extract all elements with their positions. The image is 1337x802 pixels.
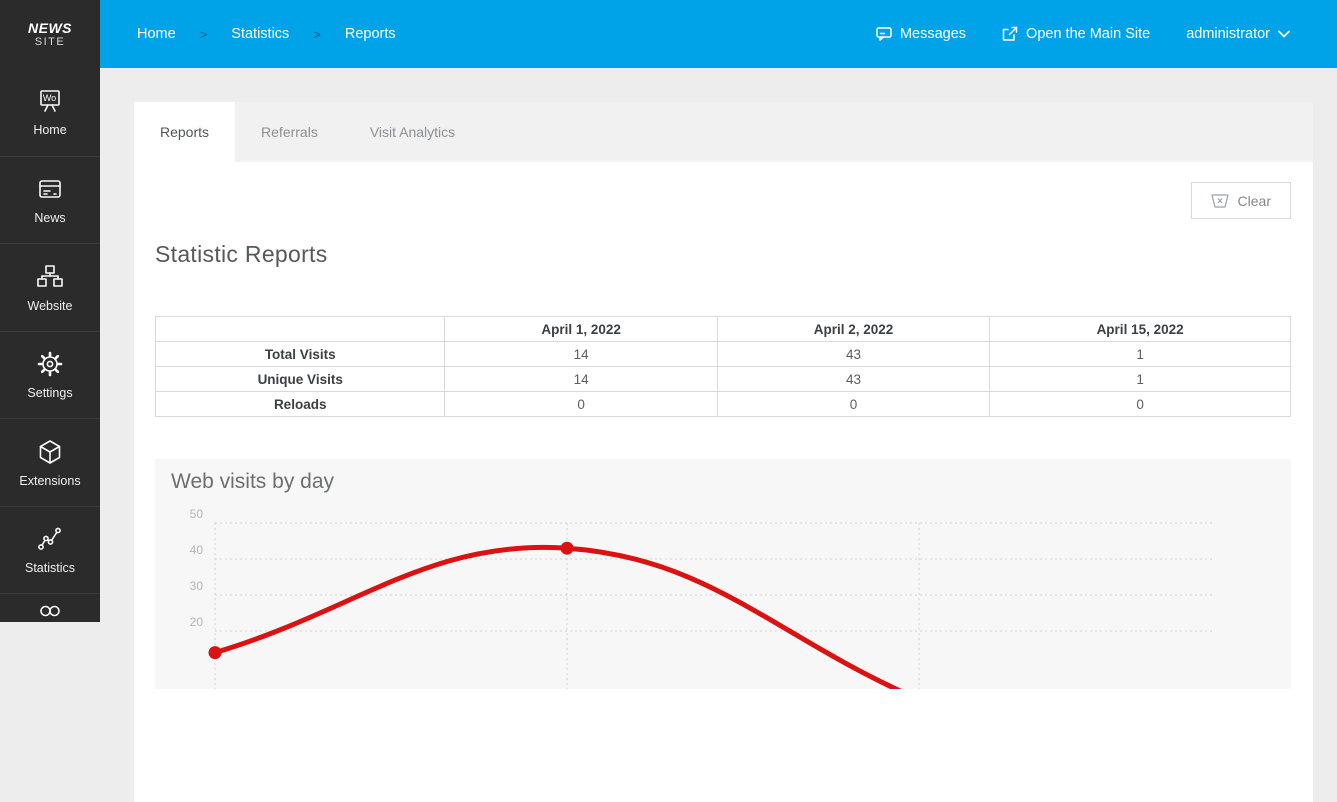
column-header-empty — [154, 316, 446, 342]
user-menu[interactable]: administrator — [1186, 26, 1290, 42]
chart-title: Web visits by day — [171, 470, 335, 493]
breadcrumb-statistics[interactable]: Statistics — [231, 26, 290, 42]
svg-text:20: 20 — [190, 615, 204, 629]
column-header-date: April 2, 2022 — [716, 316, 991, 342]
cell-value: 0 — [716, 391, 991, 417]
svg-text:30: 30 — [190, 579, 204, 593]
page-title: Statistic Reports — [155, 241, 328, 267]
sidebar-item-label: Settings — [27, 386, 73, 401]
gear-icon — [35, 349, 65, 379]
breadcrumb: Home > Statistics > Reports — [137, 26, 396, 42]
sidebar-item-statistics[interactable]: Statistics — [0, 505, 100, 594]
table-row: Total Visits 14 43 1 — [154, 341, 1291, 367]
tab-visit-analytics[interactable]: Visit Analytics — [369, 124, 456, 140]
tab-reports[interactable]: Reports — [134, 102, 236, 162]
breadcrumb-separator: > — [313, 26, 321, 42]
cell-value: 43 — [716, 366, 991, 392]
breadcrumb-reports[interactable]: Reports — [344, 26, 396, 42]
user-name: administrator — [1186, 26, 1270, 42]
logo-line1: NEWS — [28, 19, 72, 36]
open-main-site-button[interactable]: Open the Main Site — [1002, 26, 1150, 42]
sidebar-item-label: News — [34, 211, 66, 226]
sidebar-item-home[interactable]: Wo Home — [0, 68, 100, 156]
sidebar-item-users[interactable] — [0, 593, 100, 633]
main-area: Reports Referrals Visit Analytics Clear … — [100, 68, 1337, 802]
breadcrumb-separator: > — [199, 26, 208, 42]
cell-value: 0 — [444, 391, 718, 417]
app-logo[interactable]: NEWS SITE — [0, 0, 100, 68]
chevron-down-icon — [1278, 30, 1290, 38]
svg-text:40: 40 — [190, 543, 204, 557]
clear-button-label: Clear — [1237, 192, 1271, 209]
cube-icon — [35, 437, 65, 467]
breadcrumb-home[interactable]: Home — [137, 26, 176, 42]
messages-button[interactable]: Messages — [876, 26, 966, 42]
visits-line-chart: 50 40 30 20 — [190, 507, 1215, 689]
message-bubble-icon — [876, 27, 892, 41]
top-bar: NEWS SITE Home > Statistics > Reports Me… — [0, 0, 1337, 68]
row-label: Total Visits — [154, 341, 446, 367]
users-icon — [35, 601, 65, 631]
cell-value: 1 — [989, 366, 1291, 392]
sidebar: Wo Home News Webs — [0, 68, 100, 622]
open-main-site-label: Open the Main Site — [1026, 26, 1151, 42]
statistics-table: April 1, 2022 April 2, 2022 April 15, 20… — [154, 316, 1291, 417]
cell-value: 14 — [444, 366, 718, 392]
table-row: Unique Visits 14 43 1 — [154, 366, 1291, 392]
table-header-row: April 1, 2022 April 2, 2022 April 15, 20… — [154, 316, 1291, 342]
home-icon: Wo — [35, 86, 65, 116]
table-row: Reloads 0 0 0 — [154, 391, 1291, 417]
sidebar-item-label: Website — [27, 298, 73, 313]
trash-basket-icon — [1210, 193, 1229, 208]
column-header-date: April 1, 2022 — [444, 316, 718, 342]
web-visits-chart-panel: Web visits by day 50 40 30 20 — [155, 459, 1291, 689]
column-header-date: April 15, 2022 — [989, 316, 1291, 342]
messages-label: Messages — [899, 26, 967, 42]
cell-value: 14 — [444, 341, 718, 367]
sidebar-item-label: Statistics — [24, 561, 75, 576]
sidebar-item-news[interactable]: News — [0, 155, 100, 244]
tab-referrals[interactable]: Referrals — [261, 124, 318, 140]
cell-value: 1 — [989, 341, 1291, 367]
svg-text:Wo: Wo — [43, 93, 56, 103]
logo-line2: SITE — [34, 35, 66, 48]
sidebar-item-website[interactable]: Website — [0, 243, 100, 331]
sidebar-item-settings[interactable]: Settings — [0, 330, 100, 419]
sidebar-item-extensions[interactable]: Extensions — [0, 418, 100, 506]
row-label: Unique Visits — [154, 366, 446, 392]
cell-value: 0 — [989, 391, 1291, 417]
sidebar-item-label: Extensions — [19, 473, 81, 488]
cell-value: 43 — [716, 341, 991, 367]
row-label: Reloads — [154, 391, 446, 417]
external-link-icon — [1002, 26, 1018, 42]
tab-bar: Reports Referrals Visit Analytics — [134, 102, 1313, 162]
clear-button[interactable]: Clear — [1190, 182, 1291, 219]
line-chart-icon — [35, 524, 65, 554]
svg-text:50: 50 — [190, 507, 204, 521]
sidebar-item-label: Home — [33, 123, 67, 138]
sitemap-icon — [35, 262, 65, 292]
news-icon — [35, 174, 65, 204]
content-card: Reports Referrals Visit Analytics Clear … — [134, 102, 1313, 802]
